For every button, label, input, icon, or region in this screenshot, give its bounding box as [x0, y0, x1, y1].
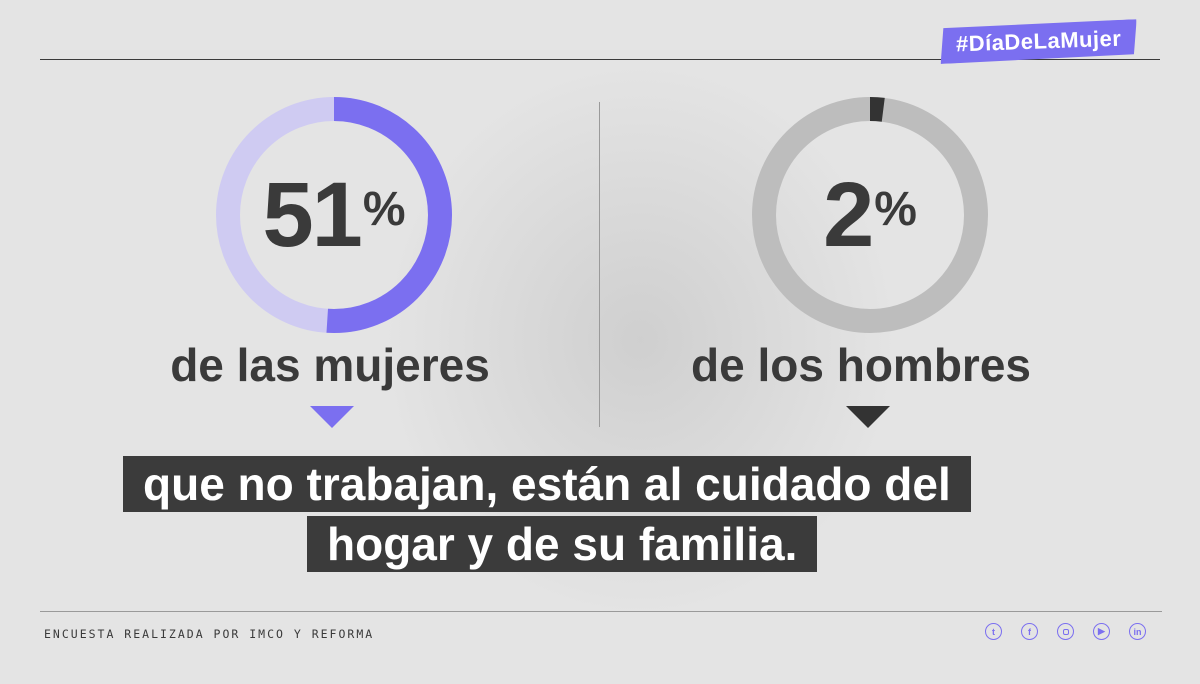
bottom-rule — [40, 611, 1162, 612]
women-pointer-triangle — [310, 406, 354, 428]
instagram-icon[interactable] — [1057, 623, 1074, 640]
women-percent-sign: % — [362, 182, 406, 236]
women-label: de las mujeres — [170, 339, 490, 391]
linkedin-icon[interactable]: in — [1129, 623, 1146, 640]
men-percent-number: 2 — [823, 163, 874, 266]
donut-value-arc-0 — [216, 97, 452, 333]
donut-men-svg — [752, 97, 988, 333]
donut-value-arc-1 — [752, 97, 988, 333]
social-links: t f ▶ in — [985, 623, 1146, 640]
hashtag-badge[interactable]: #DíaDeLaMujer — [939, 19, 1138, 64]
center-divider — [599, 102, 600, 427]
donut-women-value: 51% — [214, 95, 454, 335]
men-percent-sign: % — [874, 182, 917, 236]
men-label: de los hombres — [691, 339, 1031, 391]
top-rule — [40, 59, 1160, 60]
donut-women: 51% — [214, 95, 454, 335]
donut-men-value: 2% — [750, 95, 990, 335]
donut-men: 2% — [750, 95, 990, 335]
women-percent-number: 51 — [262, 163, 362, 266]
facebook-icon[interactable]: f — [1021, 623, 1038, 640]
caption-line-2: hogar y de su familia. — [307, 516, 818, 572]
youtube-icon[interactable]: ▶ — [1093, 623, 1110, 640]
men-pointer-triangle — [846, 406, 890, 428]
caption-line-1: que no trabajan, están al cuidado del — [123, 456, 971, 512]
twitter-icon[interactable]: t — [985, 623, 1002, 640]
source-note: ENCUESTA REALIZADA POR IMCO Y REFORMA — [44, 627, 375, 641]
donut-women-svg — [216, 97, 452, 333]
instagram-glyph — [1062, 628, 1069, 635]
